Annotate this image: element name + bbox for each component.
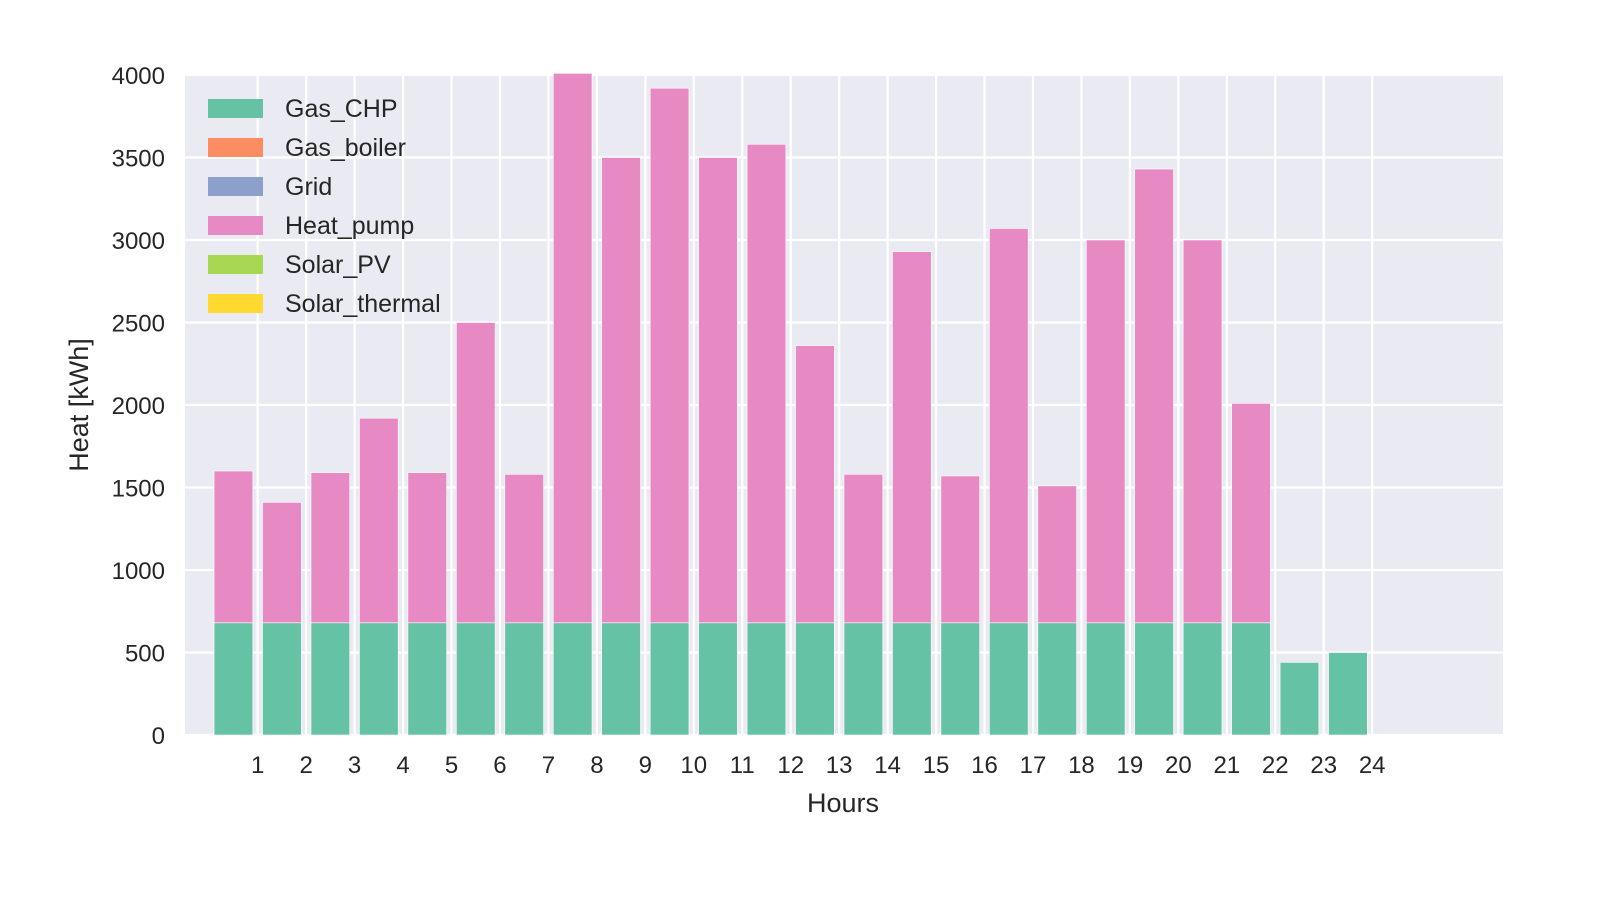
bar-gas-chp-8 [552, 622, 593, 736]
bar-heat-pump-21 [1182, 239, 1223, 624]
y-tick-label: 2000 [112, 393, 165, 420]
x-tick-label: 10 [680, 752, 707, 779]
y-tick-label: 3500 [112, 146, 165, 173]
legend-swatch-solar-pv [208, 255, 263, 274]
x-tick-label: 6 [493, 752, 506, 779]
bar-heat-pump-17 [989, 228, 1029, 624]
y-tick-label: 0 [152, 723, 165, 750]
x-tick-label: 12 [777, 752, 804, 779]
bars [213, 73, 1368, 736]
bar-gas-chp-7 [504, 622, 544, 736]
bar-heat-pump-8 [552, 73, 593, 624]
x-tick-label: 3 [348, 752, 361, 779]
bar-heat-pump-6 [456, 322, 496, 624]
bar-gas-chp-5 [407, 622, 447, 736]
bar-gas-chp-10 [649, 622, 690, 736]
bar-gas-chp-22 [1231, 622, 1271, 736]
legend-swatch-solar-thermal [208, 294, 263, 313]
x-tick-label: 1 [251, 752, 264, 779]
x-tick-label: 11 [730, 752, 755, 779]
bar-gas-chp-20 [1134, 622, 1174, 736]
x-tick-label: 4 [396, 752, 409, 779]
bar-heat-pump-18 [1037, 485, 1077, 624]
y-tick-label: 1000 [112, 558, 165, 585]
bar-heat-pump-2 [262, 502, 302, 624]
bar-heat-pump-20 [1134, 168, 1174, 624]
x-tick-label: 5 [445, 752, 458, 779]
y-tick-label: 4000 [112, 63, 165, 90]
bar-heat-pump-3 [310, 472, 351, 624]
x-tick-label: 7 [542, 752, 555, 779]
bar-gas-chp-15 [892, 622, 932, 736]
bar-gas-chp-9 [601, 622, 641, 736]
bar-gas-chp-21 [1182, 622, 1223, 736]
x-tick-label: 8 [590, 752, 603, 779]
legend-label: Gas_CHP [285, 95, 398, 123]
legend: Gas_CHP Gas_boiler Grid Heat_pump Solar_PV So… [208, 95, 441, 318]
legend-swatch-grid [208, 177, 263, 196]
legend-swatch-gas-boiler [208, 138, 263, 157]
x-tick-label: 15 [923, 752, 950, 779]
bar-gas-chp-24 [1328, 652, 1368, 736]
legend-label: Solar_PV [285, 251, 391, 279]
bar-heat-pump-5 [407, 472, 447, 624]
legend-label: Grid [285, 173, 332, 201]
y-axis-label: Heat [kWh] [64, 338, 94, 472]
x-tick-label: 18 [1068, 752, 1095, 779]
bar-gas-chp-16 [940, 622, 980, 736]
bar-heat-pump-14 [843, 473, 884, 624]
bar-heat-pump-13 [795, 345, 835, 624]
x-tick-label: 21 [1213, 752, 1240, 779]
y-tick-label: 1500 [112, 476, 165, 503]
bar-heat-pump-19 [1085, 239, 1126, 624]
legend-swatch-heat-pump [208, 216, 263, 235]
bar-gas-chp-4 [359, 622, 399, 736]
bar-gas-chp-14 [843, 622, 884, 736]
x-tick-label: 13 [826, 752, 853, 779]
x-tick-label: 14 [874, 752, 901, 779]
bar-heat-pump-10 [649, 87, 690, 624]
bar-heat-pump-7 [504, 473, 544, 624]
bar-gas-chp-23 [1279, 662, 1320, 736]
y-tick-label: 500 [125, 641, 165, 668]
bar-heat-pump-9 [601, 157, 641, 624]
x-tick-label: 9 [639, 752, 652, 779]
bar-heat-pump-16 [940, 475, 980, 624]
x-axis-label: Hours [807, 788, 879, 818]
legend-label: Gas_boiler [285, 134, 406, 162]
x-tick-label: 23 [1310, 752, 1337, 779]
bar-heat-pump-1 [213, 470, 254, 624]
x-tick-label: 24 [1359, 752, 1386, 779]
bar-gas-chp-12 [746, 622, 787, 736]
bar-gas-chp-13 [795, 622, 835, 736]
bar-heat-pump-11 [698, 157, 738, 624]
bar-gas-chp-2 [262, 622, 302, 736]
bar-gas-chp-19 [1085, 622, 1126, 736]
legend-label: Heat_pump [285, 212, 414, 240]
bar-heat-pump-15 [892, 251, 932, 624]
x-tick-label: 17 [1020, 752, 1047, 779]
bar-heat-pump-22 [1231, 403, 1271, 624]
x-tick-label: 16 [971, 752, 998, 779]
x-tick-label: 19 [1117, 752, 1144, 779]
bar-gas-chp-11 [698, 622, 738, 736]
bar-gas-chp-18 [1037, 622, 1077, 736]
x-tick-label: 20 [1165, 752, 1192, 779]
bar-gas-chp-3 [310, 622, 351, 736]
x-tick-label: 22 [1262, 752, 1289, 779]
bar-gas-chp-17 [989, 622, 1029, 736]
x-tick-label: 2 [299, 752, 312, 779]
legend-label: Solar_thermal [285, 290, 441, 318]
bar-heat-pump-12 [746, 144, 787, 624]
y-tick-label: 2500 [112, 311, 165, 338]
legend-swatch-gas-chp [208, 99, 263, 118]
y-tick-label: 3000 [112, 228, 165, 255]
bar-gas-chp-6 [456, 622, 496, 736]
bar-heat-pump-4 [359, 417, 399, 624]
bar-gas-chp-1 [213, 622, 254, 736]
grid-lines [185, 73, 1503, 737]
